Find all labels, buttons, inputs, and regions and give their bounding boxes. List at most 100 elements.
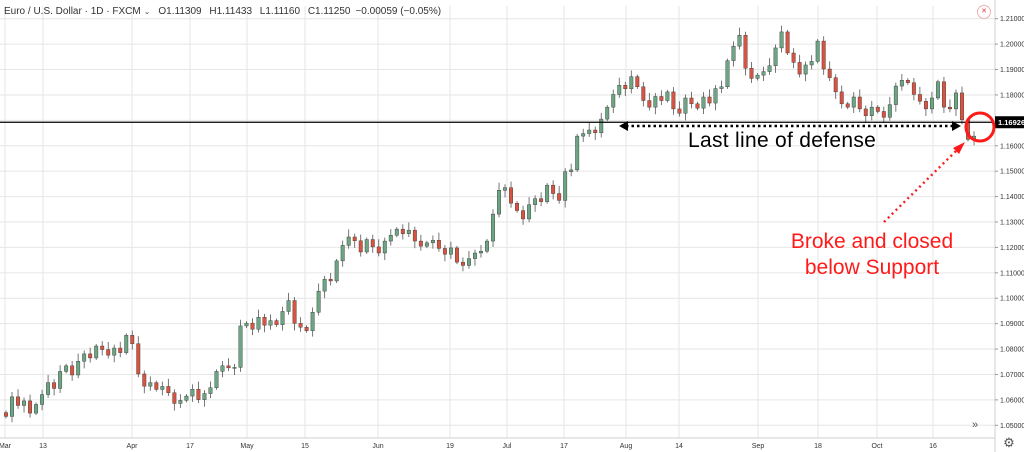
candle-body	[256, 317, 261, 330]
candle-body	[322, 278, 327, 292]
candle	[923, 97, 928, 117]
candle-body	[16, 396, 20, 406]
price-tick-label: 1.07000	[1000, 372, 1024, 379]
candle-body	[22, 400, 26, 406]
candle-body	[809, 61, 814, 66]
candle-body	[737, 35, 742, 47]
candle	[304, 325, 309, 333]
candle-body	[274, 320, 279, 325]
candle	[869, 100, 874, 121]
candle-body	[334, 260, 339, 282]
candle-body	[442, 248, 447, 255]
candle-body	[881, 111, 886, 118]
candle	[148, 376, 153, 391]
price-tick-label: 1.15000	[1000, 169, 1024, 176]
candle	[316, 283, 321, 316]
gear-icon[interactable]: ⚙	[1003, 435, 1015, 450]
candle-body	[364, 239, 369, 253]
candle-body	[358, 240, 363, 253]
candle-body	[58, 371, 63, 389]
candle	[280, 306, 285, 331]
candle	[40, 389, 45, 411]
candle-body	[833, 77, 838, 93]
support-price-tag: 1.16926	[995, 116, 1024, 129]
candle	[881, 106, 886, 124]
candle	[220, 361, 225, 378]
candle	[388, 228, 393, 246]
candle	[208, 381, 213, 399]
candle	[268, 314, 273, 330]
price-tick-label: 1.20000	[1000, 42, 1024, 49]
candle-body	[617, 85, 622, 95]
candle-body	[533, 198, 538, 205]
candle	[124, 333, 129, 355]
candle-body	[250, 322, 255, 330]
candle-body	[755, 74, 760, 79]
time-tick-label: Jun	[372, 443, 383, 450]
candle-body	[244, 322, 249, 327]
candle-body	[911, 82, 916, 95]
candle	[515, 201, 519, 213]
candle	[623, 81, 628, 96]
price-tick-label: 1.08000	[1000, 347, 1024, 354]
candle-body	[232, 367, 237, 369]
candle	[82, 350, 87, 369]
alert-icon[interactable]: ✕	[977, 5, 991, 19]
candle-body	[497, 190, 501, 215]
chevron-down-icon[interactable]: ⌄	[143, 6, 151, 16]
candle-body	[773, 47, 778, 66]
candle	[587, 122, 592, 137]
high-value: H1.11433	[209, 5, 253, 17]
time-tick-label: 16	[929, 443, 937, 450]
chart-header: Euro / U.S. Dollar · 1D · FXCM ⌄ O1.1130…	[0, 2, 441, 20]
candle	[785, 29, 790, 56]
price-tick-label: 1.11000	[1000, 270, 1024, 277]
candle	[430, 235, 435, 249]
candle	[905, 78, 910, 85]
candle	[76, 353, 81, 379]
candle-body	[539, 198, 544, 202]
candle-body	[208, 387, 213, 394]
candle-body	[935, 81, 940, 99]
candle	[665, 89, 670, 103]
candle-body	[563, 171, 568, 201]
candle-body	[136, 343, 141, 375]
candle-body	[346, 236, 351, 246]
candle-body	[647, 100, 652, 108]
time-tick-label: Aug	[620, 443, 633, 450]
candle	[424, 240, 429, 249]
candle-body	[941, 81, 946, 108]
candle	[298, 317, 303, 332]
candle-body	[473, 252, 477, 259]
candle	[948, 99, 952, 113]
candle-body	[148, 382, 153, 387]
candle-body	[328, 278, 333, 282]
candle	[136, 336, 141, 378]
candle-body	[641, 86, 646, 101]
candle	[911, 77, 916, 101]
candle-body	[785, 31, 790, 54]
candle	[94, 343, 99, 360]
candle-body	[160, 386, 165, 390]
symbol-title[interactable]: Euro / U.S. Dollar · 1D · FXCM	[4, 5, 141, 17]
candle	[557, 185, 562, 204]
candle	[250, 318, 255, 336]
candle	[436, 232, 441, 252]
candle	[791, 48, 796, 69]
candle	[106, 341, 111, 359]
candle-body	[611, 94, 616, 108]
price-tick-label: 1.19000	[1000, 67, 1024, 74]
candle	[617, 77, 622, 98]
candle-body	[118, 347, 123, 353]
candle-body	[767, 65, 772, 72]
candle	[214, 369, 219, 390]
candle-body	[509, 187, 513, 204]
candle	[497, 182, 501, 218]
price-tick-label: 1.21000	[1000, 16, 1024, 23]
candle	[545, 183, 550, 204]
candle-body	[689, 97, 694, 105]
goto-realtime-button[interactable]: »	[971, 419, 979, 431]
candle-body	[418, 240, 423, 247]
candle-body	[220, 365, 225, 372]
candle	[689, 91, 694, 109]
